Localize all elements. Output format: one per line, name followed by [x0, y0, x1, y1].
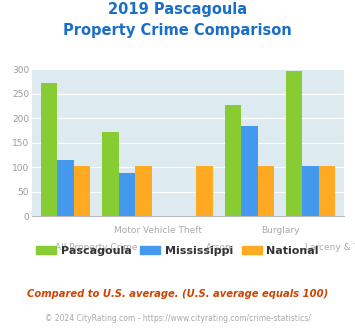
Bar: [135, 166, 152, 216]
Bar: [58, 160, 74, 216]
Bar: [286, 71, 302, 216]
Text: © 2024 CityRating.com - https://www.cityrating.com/crime-statistics/: © 2024 CityRating.com - https://www.city…: [45, 314, 310, 323]
Bar: [119, 173, 135, 216]
Bar: [74, 166, 91, 216]
Text: 2019 Pascagoula: 2019 Pascagoula: [108, 2, 247, 16]
Bar: [241, 126, 258, 216]
Text: Larceny & Theft: Larceny & Theft: [305, 243, 355, 251]
Bar: [302, 166, 319, 216]
Bar: [258, 166, 274, 216]
Text: Burglary: Burglary: [261, 226, 299, 235]
Text: Property Crime Comparison: Property Crime Comparison: [63, 23, 292, 38]
Legend: Pascagoula, Mississippi, National: Pascagoula, Mississippi, National: [32, 241, 323, 260]
Text: Compared to U.S. average. (U.S. average equals 100): Compared to U.S. average. (U.S. average …: [27, 289, 328, 299]
Text: Motor Vehicle Theft: Motor Vehicle Theft: [114, 226, 202, 235]
Bar: [102, 132, 119, 216]
Bar: [41, 83, 58, 216]
Text: All Property Crime: All Property Crime: [55, 243, 137, 251]
Bar: [196, 166, 213, 216]
Bar: [319, 166, 335, 216]
Bar: [225, 105, 241, 216]
Text: Arson: Arson: [206, 243, 232, 251]
